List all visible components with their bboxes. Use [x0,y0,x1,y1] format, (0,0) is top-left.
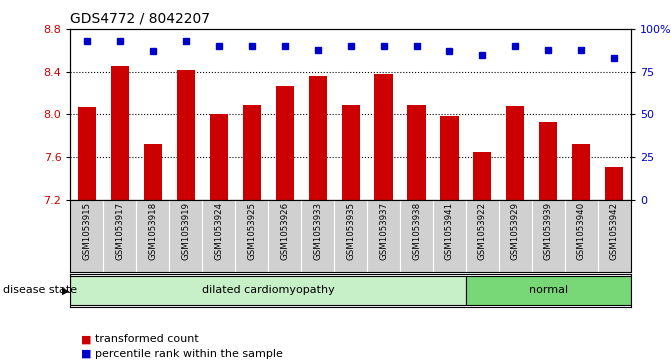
Bar [144,144,162,200]
Bar [605,167,623,200]
Text: disease state: disease state [3,285,77,295]
Text: GSM1053933: GSM1053933 [313,202,322,260]
Text: GSM1053935: GSM1053935 [346,202,355,260]
Text: GSM1053915: GSM1053915 [83,202,91,260]
Bar [342,105,360,200]
Text: transformed count: transformed count [95,334,199,344]
Text: GSM1053938: GSM1053938 [412,202,421,260]
Text: GSM1053929: GSM1053929 [511,202,520,260]
Text: GDS4772 / 8042207: GDS4772 / 8042207 [70,11,211,25]
Bar [111,66,129,200]
Text: percentile rank within the sample: percentile rank within the sample [95,349,283,359]
Bar [473,152,491,200]
Text: dilated cardiomyopathy: dilated cardiomyopathy [202,285,335,295]
Text: GSM1053942: GSM1053942 [610,202,619,260]
Text: GSM1053918: GSM1053918 [148,202,158,260]
Text: GSM1053940: GSM1053940 [577,202,586,260]
Text: GSM1053917: GSM1053917 [115,202,124,260]
Bar [176,70,195,200]
Text: GSM1053919: GSM1053919 [181,202,191,260]
Bar [466,276,631,305]
Text: GSM1053922: GSM1053922 [478,202,487,260]
Bar [70,276,466,305]
Text: GSM1053926: GSM1053926 [280,202,289,260]
Bar [507,106,525,200]
Text: GSM1053939: GSM1053939 [544,202,553,260]
Bar [309,76,327,200]
Text: GSM1053925: GSM1053925 [247,202,256,260]
Text: GSM1053924: GSM1053924 [214,202,223,260]
Text: ▶: ▶ [62,285,69,295]
Bar [539,122,558,200]
Text: normal: normal [529,285,568,295]
Text: ■: ■ [81,349,91,359]
Text: ■: ■ [81,334,91,344]
Text: GSM1053941: GSM1053941 [445,202,454,260]
Bar [572,144,590,200]
Bar [407,105,425,200]
Bar [78,107,96,200]
Bar [440,117,458,200]
Bar [374,74,393,200]
Bar [210,114,228,200]
Bar [243,105,261,200]
Text: GSM1053937: GSM1053937 [379,202,388,260]
Bar [276,86,294,200]
